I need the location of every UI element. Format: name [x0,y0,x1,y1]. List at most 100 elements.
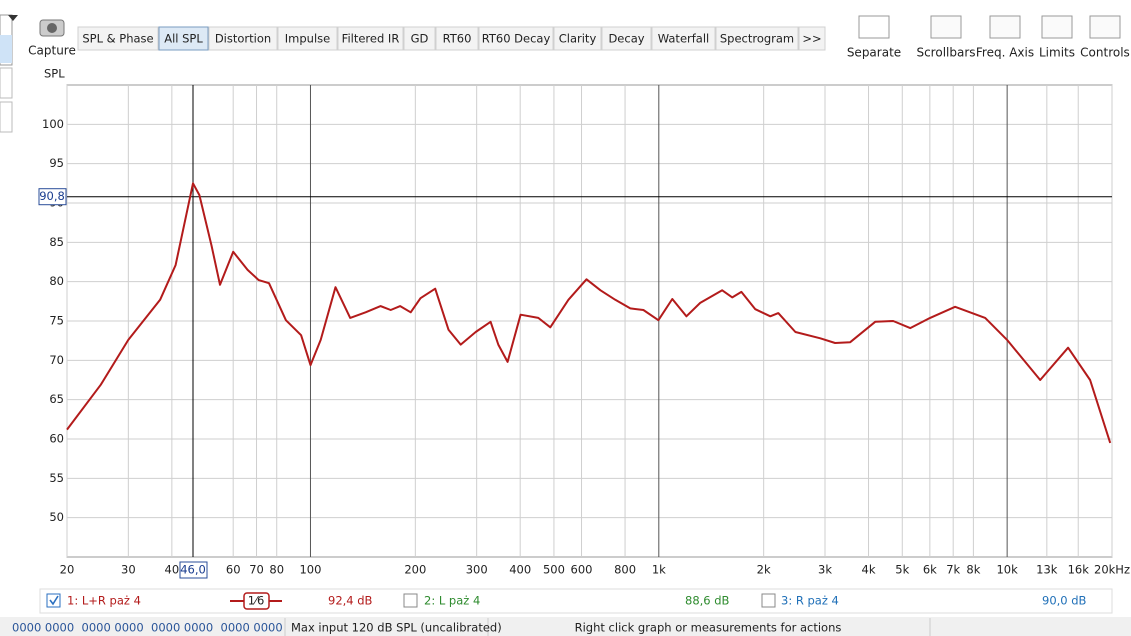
smoothing-label[interactable]: 1⁄6 [248,594,265,608]
x-tick-label: 100 [299,563,321,577]
tab[interactable] [553,26,602,51]
y-tick-label: 100 [42,117,64,131]
icon [1089,15,1121,39]
y-tick-label: 60 [49,432,64,446]
camera-lens [47,23,57,33]
y-tick-label: 65 [49,392,64,406]
tab[interactable] [403,26,436,51]
x-tick-label: 600 [571,563,593,577]
x-tick-label: 8k [966,563,980,577]
left-widget [0,67,13,99]
x-tick-label: 6k [923,563,937,577]
checkmark [49,595,59,606]
status-bits: 0000 0000 0000 0000 0000 0000 0000 0000 [12,621,283,635]
icon [858,15,890,39]
x-tick-label: 20 [60,563,75,577]
toolbar-button-icon[interactable] [858,15,890,39]
tab-label[interactable]: Decay [608,32,644,46]
x-tick-label: 7k [946,563,960,577]
capture-label[interactable]: Capture [28,44,76,58]
measurement-level: 92,4 dB [328,594,373,608]
tab[interactable] [208,26,278,51]
tab-label[interactable]: Spectrogram [720,32,794,46]
cursor-x-box [179,561,208,579]
x-tick-label: 20kHz [1094,563,1130,577]
x-tick-label: 500 [543,563,565,577]
toolbar-button-label[interactable]: Controls [1080,46,1130,60]
x-tick-label: 4k [862,563,876,577]
tab-label[interactable]: Filtered IR [342,32,400,46]
toolbar-button-icon[interactable] [1041,15,1073,39]
icon [930,15,962,39]
cursor-y-label: 90,8 [39,189,65,203]
measurement-panel [39,588,1113,614]
tab-label[interactable]: Impulse [285,32,330,46]
tab[interactable] [435,26,479,51]
x-tick-label: 300 [466,563,488,577]
toolbar-button-label[interactable]: Freq. Axis [976,46,1034,60]
y-tick-label: 80 [49,274,64,288]
y-tick-label: 55 [49,471,64,485]
tab-label[interactable]: All SPL [164,32,203,46]
left-widget-highlight [0,35,12,63]
y-tick-label: 85 [49,235,64,249]
tab-label[interactable]: Waterfall [658,32,709,46]
tab[interactable] [158,26,209,51]
tab-label[interactable]: SPL & Phase [82,32,153,46]
cursor-y-box [38,188,67,206]
x-tick-label: 1k [652,563,666,577]
tab[interactable] [337,26,404,51]
x-tick-label: 10k [996,563,1018,577]
x-tick-label: 3k [818,563,832,577]
checkbox[interactable] [403,593,418,608]
cursor-x-label: 46,0 [180,563,206,577]
tab-label[interactable]: >> [802,32,821,46]
toolbar-button-label[interactable]: Separate [847,46,901,60]
checkbox[interactable] [46,593,61,608]
tab[interactable] [77,26,159,51]
toolbar-button-label[interactable]: Scrollbars [916,46,975,60]
tab[interactable] [277,26,338,51]
icon [989,15,1021,39]
tab[interactable] [715,26,799,51]
tab[interactable] [798,26,826,51]
tab-label[interactable]: GD [411,32,429,46]
y-axis-label: SPL [44,67,65,81]
x-tick-label: 80 [269,563,284,577]
measurement-name[interactable]: 3: R paż 4 [781,594,839,608]
status-hint: Right click graph or measurements for ac… [575,621,842,635]
measurement-level: 90,0 dB [1042,594,1087,608]
status-bar [0,617,1131,636]
tab[interactable] [651,26,716,51]
y-tick-label: 50 [49,510,64,524]
x-tick-label: 40 [165,563,180,577]
tab[interactable] [478,26,554,51]
tab-label[interactable]: RT60 Decay [482,32,551,46]
toolbar-button-icon[interactable] [1089,15,1121,39]
toolbar-button-icon[interactable] [989,15,1021,39]
tab-label[interactable]: Clarity [559,32,597,46]
y-tick-label: 70 [49,353,64,367]
smoothing-box[interactable] [243,592,270,610]
checkbox[interactable] [761,593,776,608]
toolbar-button-label[interactable]: Limits [1039,46,1075,60]
toolbar-button-icon[interactable] [930,15,962,39]
spl-curve [66,182,1112,444]
x-tick-label: 400 [509,563,531,577]
tab[interactable] [601,26,652,51]
tab-label[interactable]: RT60 [443,32,472,46]
icon [1041,15,1073,39]
x-tick-label: 5k [895,563,909,577]
x-tick-label: 70 [249,563,264,577]
y-tick-label: 95 [49,156,64,170]
x-tick-label: 13k [1036,563,1058,577]
capture-icon[interactable] [39,19,65,37]
x-tick-label: 60 [226,563,241,577]
x-tick-label: 16k [1068,563,1090,577]
measurement-name[interactable]: 1: L+R paż 4 [67,594,141,608]
x-tick-label: 30 [121,563,136,577]
status-input: Max input 120 dB SPL (uncalibrated) [291,621,502,635]
tab-label[interactable]: Distortion [215,32,271,46]
measurement-name[interactable]: 2: L paż 4 [424,594,480,608]
